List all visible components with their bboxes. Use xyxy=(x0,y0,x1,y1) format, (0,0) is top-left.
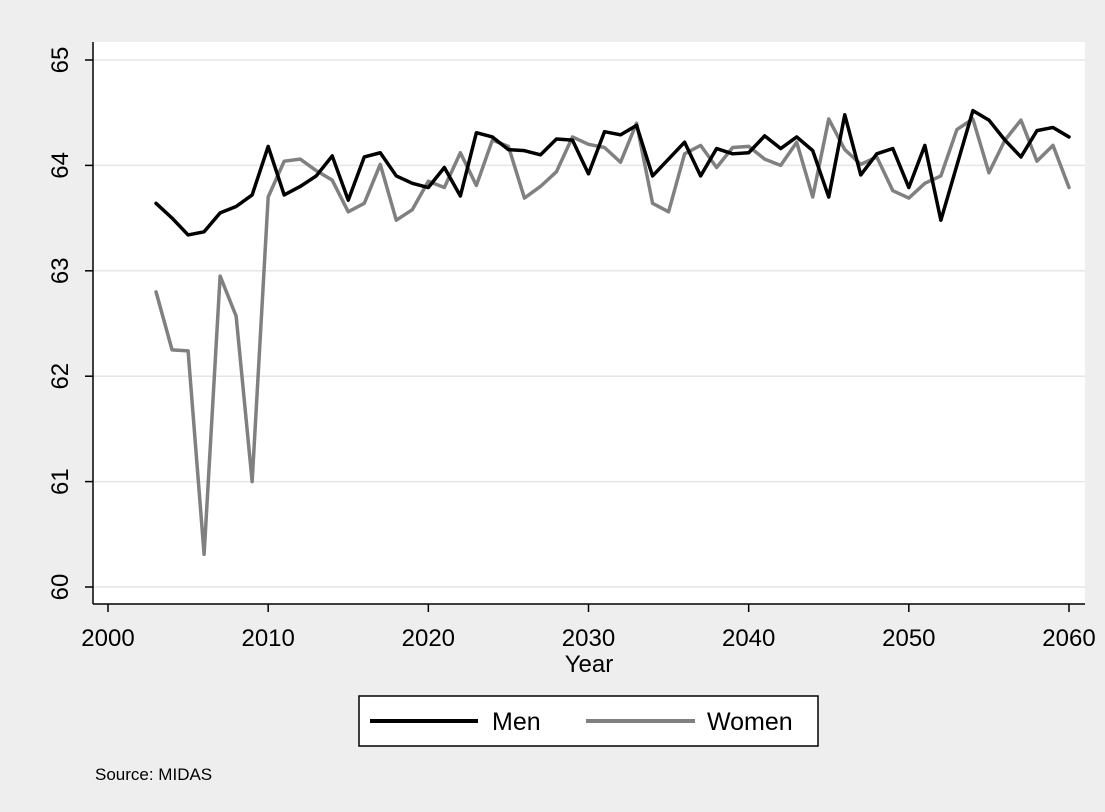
x-tick-label-2030: 2030 xyxy=(562,625,615,652)
x-tick-label-2020: 2020 xyxy=(402,625,455,652)
y-tick-label-60: 60 xyxy=(47,574,74,601)
x-axis-title: Year xyxy=(565,651,614,678)
y-tick-label-64: 64 xyxy=(47,152,74,179)
legend-label-men: Men xyxy=(492,708,541,736)
x-axis-ticks: 2000 2010 2020 2030 2040 2050 2060 xyxy=(81,604,1096,652)
x-tick-label-2010: 2010 xyxy=(241,625,294,652)
x-tick-label-2050: 2050 xyxy=(882,625,935,652)
y-tick-label-61: 61 xyxy=(47,468,74,495)
x-tick-label-2060: 2060 xyxy=(1042,625,1095,652)
legend-label-women: Women xyxy=(707,708,793,736)
y-axis-ticks: 60 61 62 63 64 65 xyxy=(47,47,93,601)
y-tick-label-65: 65 xyxy=(47,47,74,74)
series-lines xyxy=(154,108,1071,557)
y-tick-label-62: 62 xyxy=(47,363,74,390)
legend: Men Women xyxy=(358,695,819,747)
plot-area xyxy=(93,42,1085,604)
series-line-men xyxy=(154,108,1071,237)
y-tick-label-63: 63 xyxy=(47,257,74,284)
x-tick-label-2000: 2000 xyxy=(81,625,134,652)
x-tick-label-2040: 2040 xyxy=(722,625,775,652)
series-line-women xyxy=(154,117,1071,557)
source-note: Source: MIDAS xyxy=(95,765,212,784)
